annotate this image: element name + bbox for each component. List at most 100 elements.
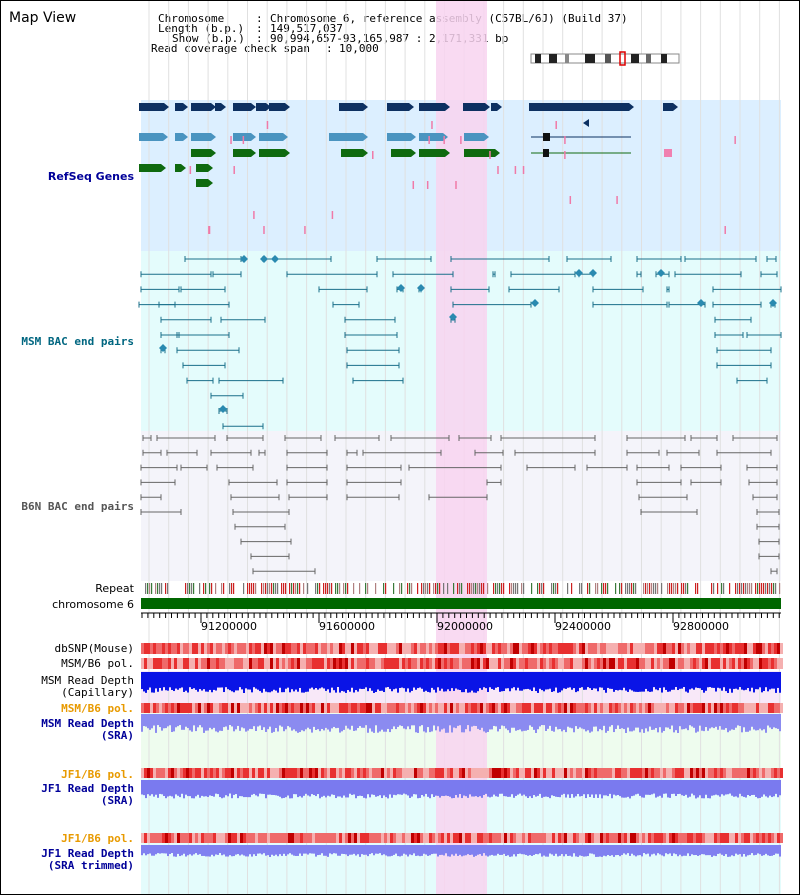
polymorphism-cell xyxy=(645,833,648,843)
polymorphism-cell xyxy=(630,703,633,713)
polymorphism-cell xyxy=(288,658,291,669)
polymorphism-cell xyxy=(390,703,393,713)
gene-arrow xyxy=(445,149,450,157)
read-depth-bar xyxy=(319,780,321,799)
read-depth-bar xyxy=(647,672,649,692)
polymorphism-cell xyxy=(582,643,585,654)
read-depth-bar xyxy=(343,672,345,692)
polymorphism-cell xyxy=(345,703,348,713)
read-depth-bar xyxy=(327,780,329,796)
read-depth-bar xyxy=(715,845,717,857)
polymorphism-cell xyxy=(327,768,330,778)
polymorphism-cell xyxy=(675,768,678,778)
polymorphism-cell xyxy=(717,768,720,778)
read-depth-bar xyxy=(159,714,161,728)
read-depth-bar xyxy=(707,845,709,856)
read-depth-bar xyxy=(691,672,693,689)
read-depth-bar xyxy=(263,845,265,854)
repeat-element xyxy=(453,583,455,594)
polymorphism-cell xyxy=(594,833,597,843)
read-depth-bar xyxy=(379,780,381,796)
polymorphism-cell xyxy=(600,833,603,843)
polymorphism-cell xyxy=(690,768,693,778)
read-depth-bar xyxy=(305,672,307,692)
read-depth-bar xyxy=(351,845,353,855)
repeat-element xyxy=(263,583,265,594)
polymorphism-cell xyxy=(564,658,567,669)
read-depth-bar xyxy=(379,672,381,691)
read-depth-bar xyxy=(401,672,403,688)
polymorphism-cell xyxy=(660,703,663,713)
polymorphism-cell xyxy=(609,643,612,654)
read-depth-bar xyxy=(431,714,433,732)
read-depth-bar xyxy=(223,714,225,728)
repeat-element xyxy=(165,583,167,594)
read-depth-bar xyxy=(525,845,527,855)
read-depth-bar xyxy=(597,780,599,798)
polymorphism-cell xyxy=(438,768,441,778)
read-depth-bar xyxy=(167,672,169,691)
read-depth-bar xyxy=(757,714,759,731)
polymorphism-cell xyxy=(261,658,264,669)
read-depth-bar xyxy=(473,672,475,693)
read-depth-bar xyxy=(477,845,479,855)
gene-block xyxy=(463,103,485,111)
read-depth-bar xyxy=(749,714,751,731)
read-depth-bar xyxy=(529,714,531,726)
read-depth-bar xyxy=(621,672,623,691)
gene-arrow xyxy=(411,133,416,141)
read-depth-bar xyxy=(505,845,507,856)
read-depth-bar xyxy=(311,780,313,795)
repeat-element xyxy=(147,583,149,594)
polymorphism-cell xyxy=(636,833,639,843)
read-depth-bar xyxy=(211,780,213,796)
polymorphism-cell xyxy=(555,643,558,654)
polymorphism-cell xyxy=(546,833,549,843)
polymorphism-cell xyxy=(726,658,729,669)
polymorphism-cell xyxy=(690,658,693,669)
polymorphism-cell xyxy=(768,833,771,843)
polymorphism-cell xyxy=(519,703,522,713)
polymorphism-cell xyxy=(360,703,363,713)
read-depth-bar xyxy=(363,714,365,728)
polymorphism-cell xyxy=(669,833,672,843)
read-depth-bar xyxy=(677,780,679,795)
polymorphism-cell xyxy=(312,643,315,654)
read-depth-bar xyxy=(191,714,193,732)
polymorphism-cell xyxy=(141,768,144,778)
read-depth-bar xyxy=(487,672,489,692)
read-depth-bar xyxy=(481,845,483,856)
read-depth-bar xyxy=(469,714,471,732)
polymorphism-cell xyxy=(276,768,279,778)
read-depth-bar xyxy=(523,714,525,731)
read-depth-bar xyxy=(479,845,481,855)
read-depth-bar xyxy=(639,845,641,856)
read-depth-bar xyxy=(371,714,373,732)
polymorphism-cell xyxy=(144,643,147,654)
polymorphism-cell xyxy=(222,643,225,654)
polymorphism-cell xyxy=(246,833,249,843)
read-depth-bar xyxy=(701,845,703,855)
polymorphism-cell xyxy=(516,703,519,713)
read-depth-bar xyxy=(755,780,757,797)
read-depth-bar xyxy=(705,714,707,728)
polymorphism-cell xyxy=(180,658,183,669)
read-depth-bar xyxy=(237,714,239,726)
read-depth-bar xyxy=(357,714,359,729)
polymorphism-cell xyxy=(669,768,672,778)
polymorphism-cell xyxy=(492,643,495,654)
repeat-element xyxy=(253,583,255,594)
read-depth-bar xyxy=(165,780,167,799)
read-depth-bar xyxy=(669,714,671,730)
polymorphism-cell xyxy=(489,658,492,669)
read-depth-bar xyxy=(657,672,659,691)
read-depth-bar xyxy=(389,672,391,689)
read-depth-bar xyxy=(721,845,723,855)
header-show-label: Show (b.p.) xyxy=(172,32,245,45)
read-depth-bar xyxy=(235,780,237,795)
axis-tick-label: 92800000 xyxy=(673,620,729,633)
gene-arrow xyxy=(266,103,271,111)
polymorphism-cell xyxy=(423,643,426,654)
read-depth-bar xyxy=(729,714,731,731)
